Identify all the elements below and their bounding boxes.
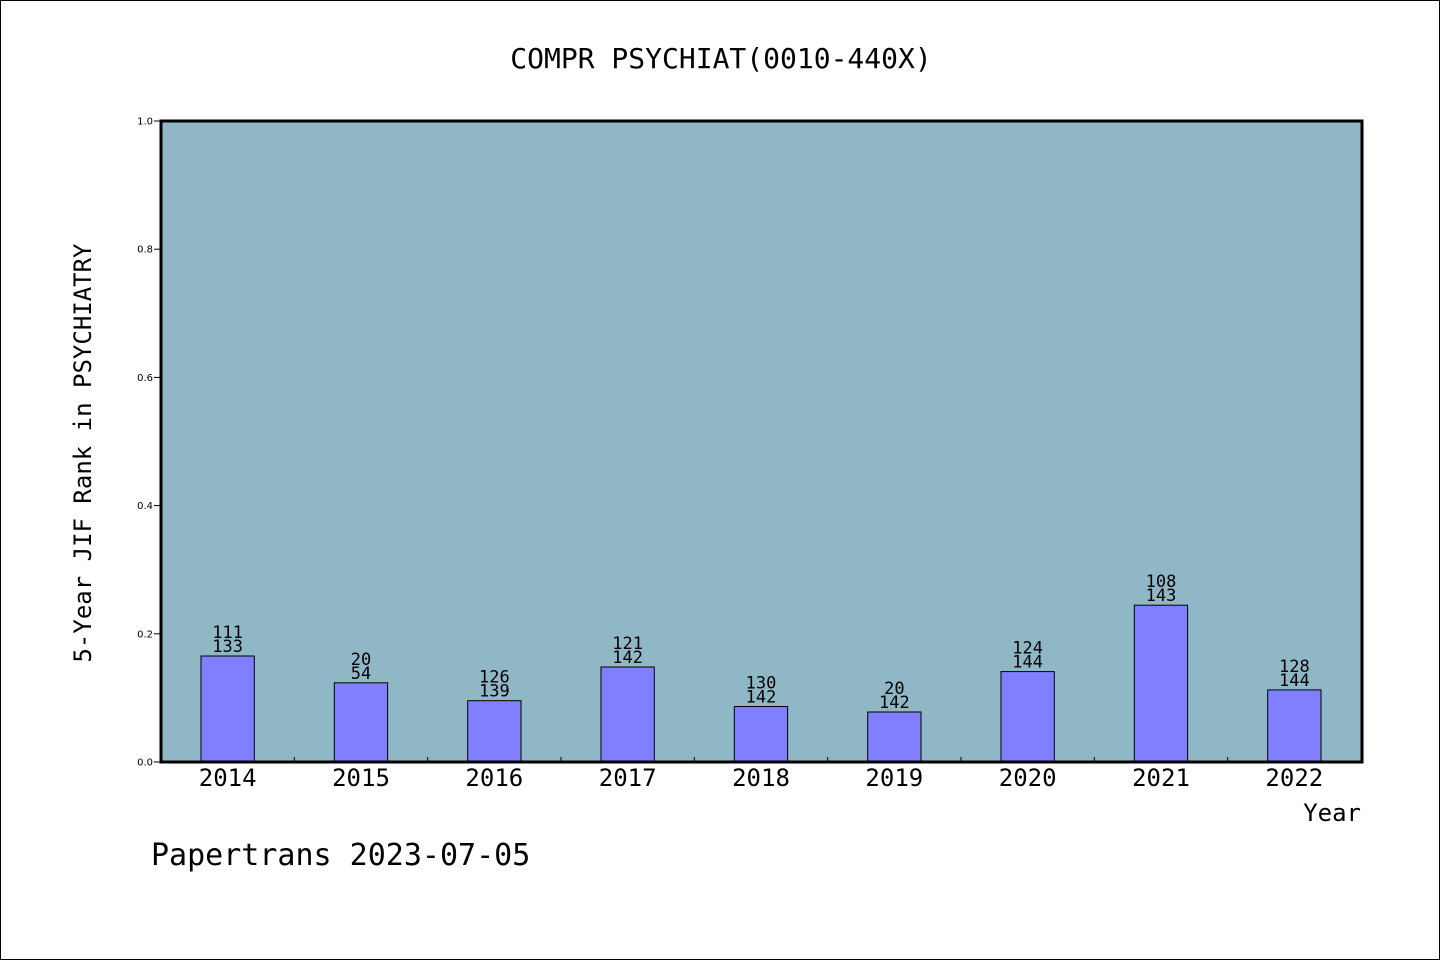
- bar-label-total: 144: [1279, 671, 1310, 691]
- y-tick-label: 0.0: [137, 758, 153, 769]
- y-axis: 0.0 0.2 0.4 0.6 0.8 1.0: [137, 117, 161, 769]
- chart-title: COMPR PSYCHIAT(0010-440X): [510, 42, 931, 75]
- bar-label-rank: 20: [884, 679, 904, 699]
- bar-2014: [200, 655, 255, 763]
- x-tick-label: 2018: [732, 764, 790, 792]
- bar-label-total: 144: [1012, 653, 1043, 673]
- bar-2022: [1267, 689, 1322, 763]
- bar-label-rank: 111: [212, 623, 243, 643]
- bar-label-rank: 130: [746, 674, 777, 694]
- y-tick-label: 0.4: [137, 501, 153, 512]
- bar-2017: [600, 666, 655, 763]
- bar-label-rank: 108: [1146, 572, 1177, 592]
- bar-2019: [867, 711, 922, 763]
- footer-credit: Papertrans 2023-07-05: [151, 838, 530, 873]
- x-axis-label: Year: [1303, 799, 1361, 827]
- bar-2021: [1133, 604, 1189, 763]
- plot-border: [159, 119, 1364, 764]
- x-tick-label: 2017: [599, 764, 657, 792]
- bar-label-rank: 128: [1279, 657, 1310, 677]
- y-tick-label: 0.8: [137, 245, 153, 256]
- bar-2015: [333, 682, 389, 763]
- bar-label-total: 54: [351, 664, 371, 684]
- bar-label-rank: 126: [479, 668, 510, 688]
- x-tick-label: 2021: [1132, 764, 1190, 792]
- x-tick-label: 2015: [332, 764, 390, 792]
- bar-2016: [467, 700, 522, 763]
- y-axis-label: 5-Year JIF Rank in PSYCHIATRY: [69, 243, 97, 663]
- bar-label-total: 142: [746, 688, 777, 708]
- bar-label-total: 142: [879, 693, 910, 713]
- x-tick-label: 2019: [865, 764, 923, 792]
- x-tick-label: 2016: [465, 764, 523, 792]
- x-tick-label: 2014: [199, 764, 257, 792]
- bar-label-total: 139: [479, 682, 510, 702]
- bar-2018: [733, 706, 789, 763]
- bar-label-total: 133: [212, 637, 243, 657]
- bar-2020: [1000, 671, 1055, 763]
- bar-label-rank: 20: [351, 650, 371, 670]
- bar-label-total: 142: [612, 648, 643, 668]
- y-tick-label: 0.2: [137, 629, 153, 640]
- y-tick-label: 1.0: [137, 117, 153, 128]
- bar-label-rank: 121: [612, 634, 643, 654]
- bar-label-rank: 124: [1012, 639, 1043, 659]
- x-tick-label: 2020: [999, 764, 1057, 792]
- x-tick-label: 2022: [1265, 764, 1323, 792]
- x-axis: 2014 2015 2016 2017 2018 2019 2020 2021 2022: [199, 757, 1323, 792]
- bar-label-total: 143: [1146, 586, 1177, 606]
- y-tick-label: 0.6: [137, 373, 153, 384]
